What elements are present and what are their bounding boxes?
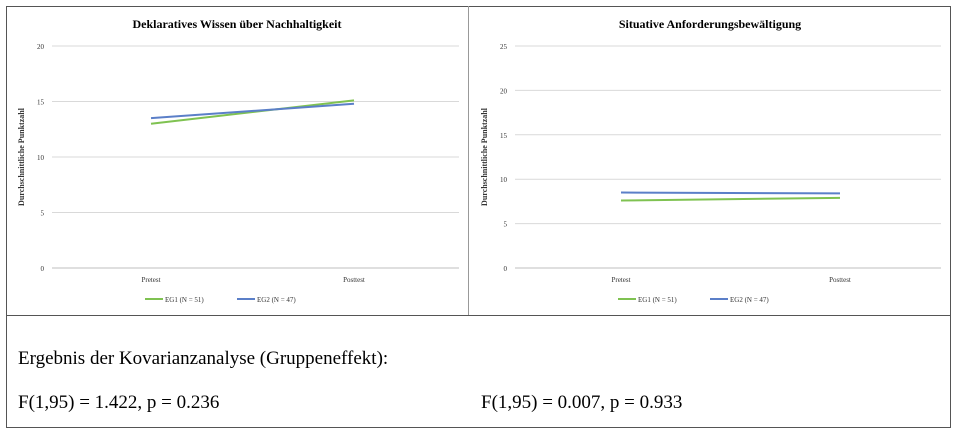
series-line-1 bbox=[620, 196, 841, 202]
legend-label-1: EG1 (N = 51) bbox=[165, 296, 204, 304]
ancova-result-right: F(1,95) = 0.007, p = 0.933 bbox=[481, 392, 683, 413]
x-tick-label: Pretest bbox=[611, 276, 630, 284]
y-tick-label: 0 bbox=[41, 265, 45, 273]
x-tick-label: Posttest bbox=[829, 276, 851, 284]
ancova-result-left: F(1,95) = 1.422, p = 0.236 bbox=[18, 392, 220, 413]
chart-panel-declarative-knowledge: Deklaratives Wissen über Nachhaltigkeit 0… bbox=[6, 6, 469, 315]
y-tick-label: 0 bbox=[504, 265, 508, 273]
legend-label-2: EG2 (N = 47) bbox=[730, 296, 769, 304]
series-line-2 bbox=[620, 191, 841, 195]
y-tick-label: 15 bbox=[500, 132, 508, 140]
y-tick-label: 10 bbox=[37, 154, 45, 162]
x-tick-label: Posttest bbox=[343, 276, 365, 284]
chart-title: Deklaratives Wissen über Nachhaltigkeit bbox=[132, 17, 341, 31]
chart-title: Situative Anforderungsbewältigung bbox=[619, 17, 801, 31]
y-tick-label: 10 bbox=[500, 176, 508, 184]
legend-label-2: EG2 (N = 47) bbox=[257, 296, 296, 304]
y-axis-label: Durchschnittliche Punktzahl bbox=[17, 107, 26, 206]
chart-panel-situational-coping: Situative Anforderungsbewältigung 0 5 10 15 2… bbox=[469, 6, 951, 315]
divider bbox=[6, 315, 951, 316]
y-tick-label: 5 bbox=[504, 221, 508, 229]
y-tick-label: 20 bbox=[500, 87, 508, 95]
line-chart-situational-coping: Situative Anforderungsbewältigung 0 5 10 15 2… bbox=[480, 17, 941, 304]
y-tick-label: 15 bbox=[37, 99, 45, 107]
line-chart-declarative-knowledge: Deklaratives Wissen über Nachhaltigkeit 0… bbox=[17, 17, 459, 304]
figure-frame bbox=[6, 6, 951, 428]
y-tick-label: 5 bbox=[41, 210, 45, 218]
y-tick-label: 20 bbox=[37, 43, 45, 51]
y-axis-label: Durchschnittliche Punktzahl bbox=[480, 107, 489, 206]
x-tick-label: Pretest bbox=[141, 276, 160, 284]
series-line-1 bbox=[150, 99, 355, 125]
y-tick-label: 25 bbox=[500, 43, 508, 51]
legend-label-1: EG1 (N = 51) bbox=[638, 296, 677, 304]
series-line-2 bbox=[150, 102, 355, 120]
ancova-result-heading: Ergebnis der Kovarianzanalyse (Gruppenef… bbox=[18, 348, 389, 369]
